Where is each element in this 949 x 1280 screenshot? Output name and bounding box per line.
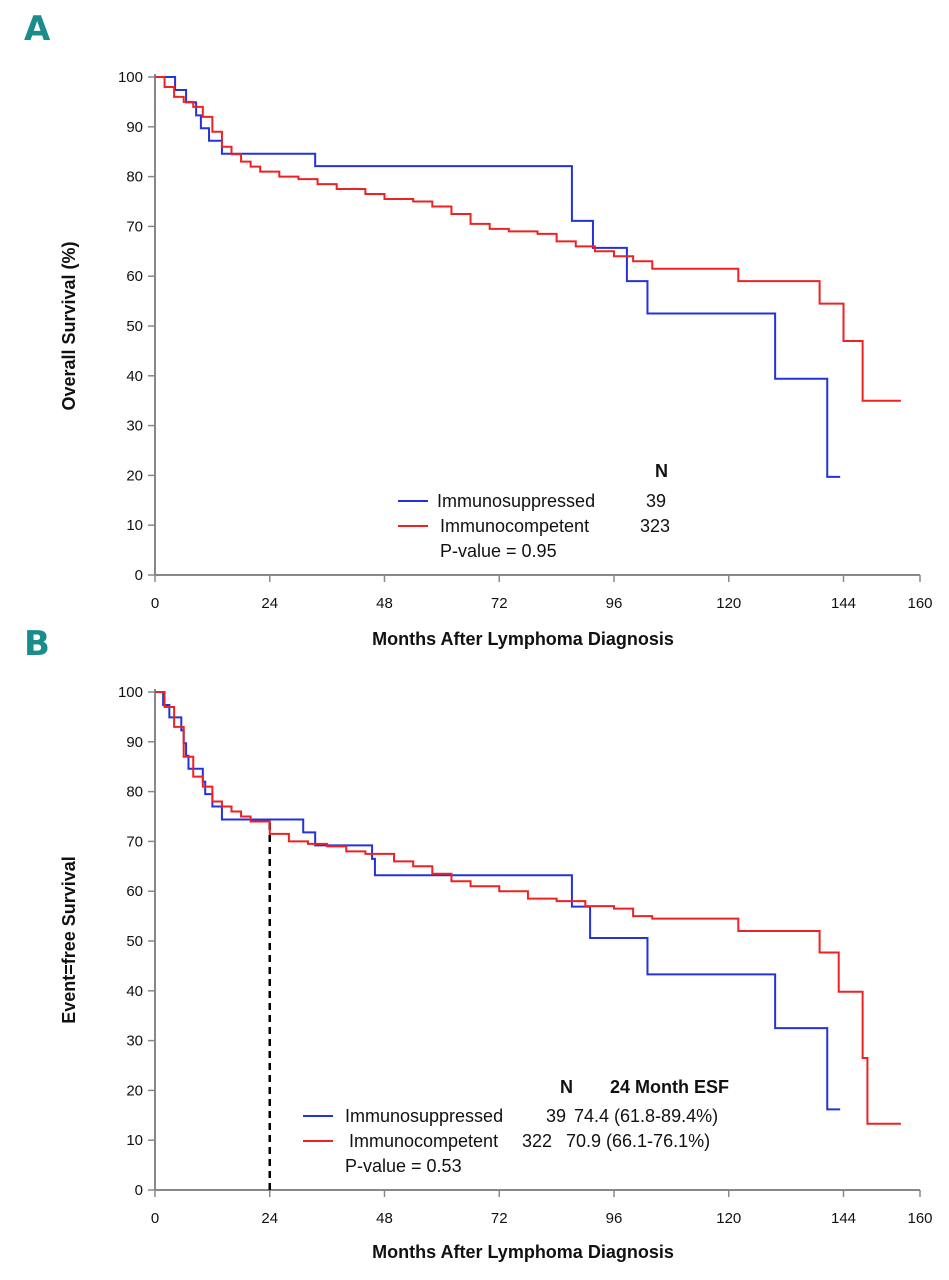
series-immunocompetent: [155, 76, 901, 402]
legend-header-n: N: [655, 461, 668, 481]
y-tick-label: 100: [118, 69, 143, 86]
y-tick-label: 100: [118, 684, 143, 701]
legend: N 24 Month ESF Immunosuppressed 39 74.4 (61.…: [303, 1077, 729, 1176]
x-tick-label: 24: [261, 595, 278, 612]
y-tick-label: 20: [126, 1082, 143, 1099]
x-tick-label: 160: [907, 595, 932, 612]
x-tick-label: 120: [716, 1210, 741, 1227]
y-tick-label: 10: [126, 517, 143, 534]
x-tick-label: 0: [151, 1210, 159, 1227]
y-tick-label: 70: [126, 833, 143, 850]
series-immunocompetent: [155, 691, 901, 1125]
x-tick-label: 72: [491, 1210, 508, 1227]
x-tick-label: 0: [151, 595, 159, 612]
legend-label: Immunosuppressed: [345, 1106, 503, 1126]
y-tick-label: 40: [126, 983, 143, 1000]
legend-esf: 70.9 (66.1-76.1%): [566, 1131, 710, 1151]
y-tick-label: 0: [135, 1182, 143, 1199]
legend-esf: 74.4 (61.8-89.4%): [574, 1106, 718, 1126]
y-tick-label: 90: [126, 119, 143, 136]
legend-header-n: N: [560, 1077, 573, 1097]
x-tick-label: 144: [831, 595, 856, 612]
y-tick-label: 20: [126, 467, 143, 484]
panel-label: B: [24, 624, 50, 664]
x-axis-label: Months After Lymphoma Diagnosis: [372, 1242, 674, 1262]
y-tick-label: 80: [126, 784, 143, 801]
y-tick-label: 50: [126, 933, 143, 950]
y-tick-label: 30: [126, 1033, 143, 1050]
x-tick-label: 96: [606, 595, 623, 612]
legend-n: 322: [522, 1131, 552, 1151]
y-tick-label: 60: [126, 883, 143, 900]
y-tick-label: 60: [126, 268, 143, 285]
legend-label: Immunosuppressed: [437, 491, 595, 511]
y-tick-label: 0: [135, 567, 143, 584]
y-tick-label: 30: [126, 418, 143, 435]
x-tick-label: 24: [261, 1210, 278, 1227]
y-axis-label: Overall Survival (%): [59, 241, 79, 410]
x-tick-label: 160: [907, 1210, 932, 1227]
legend-label: Immunocompetent: [440, 516, 589, 536]
y-tick-label: 40: [126, 368, 143, 385]
legend-label: Immunocompetent: [349, 1131, 498, 1151]
p-value: P-value = 0.95: [440, 541, 557, 561]
x-tick-label: 120: [716, 595, 741, 612]
y-tick-label: 10: [126, 1132, 143, 1149]
panel-b: B 0 10 20 30 40 50 60 70 80 90 100 0 24 48 72 96 120 144 16…: [24, 624, 933, 1262]
y-tick-label: 80: [126, 169, 143, 186]
x-tick-label: 48: [376, 595, 393, 612]
x-tick-label: 72: [491, 595, 508, 612]
x-tick-label: 48: [376, 1210, 393, 1227]
y-tick-label: 70: [126, 218, 143, 235]
x-tick-label: 96: [606, 1210, 623, 1227]
legend-n: 39: [646, 491, 666, 511]
legend-n: 39: [546, 1106, 566, 1126]
p-value: P-value = 0.53: [345, 1156, 462, 1176]
panel-label: A: [24, 9, 51, 49]
series-immunosuppressed: [155, 691, 841, 1111]
y-tick-label: 90: [126, 734, 143, 751]
y-axis-label: Event=free Survival: [59, 856, 79, 1024]
legend-header-esf: 24 Month ESF: [610, 1077, 729, 1097]
y-tick-label: 50: [126, 318, 143, 335]
panel-a: A 0 10 20 30 40 50 60 70 80 90 100 0 24 48 72 96 120 144 16…: [24, 9, 933, 649]
x-tick-label: 144: [831, 1210, 856, 1227]
legend-n: 323: [640, 516, 670, 536]
x-axis-label: Months After Lymphoma Diagnosis: [372, 629, 674, 649]
legend: N Immunosuppressed 39 Immunocompetent 323 P-v…: [398, 461, 670, 561]
